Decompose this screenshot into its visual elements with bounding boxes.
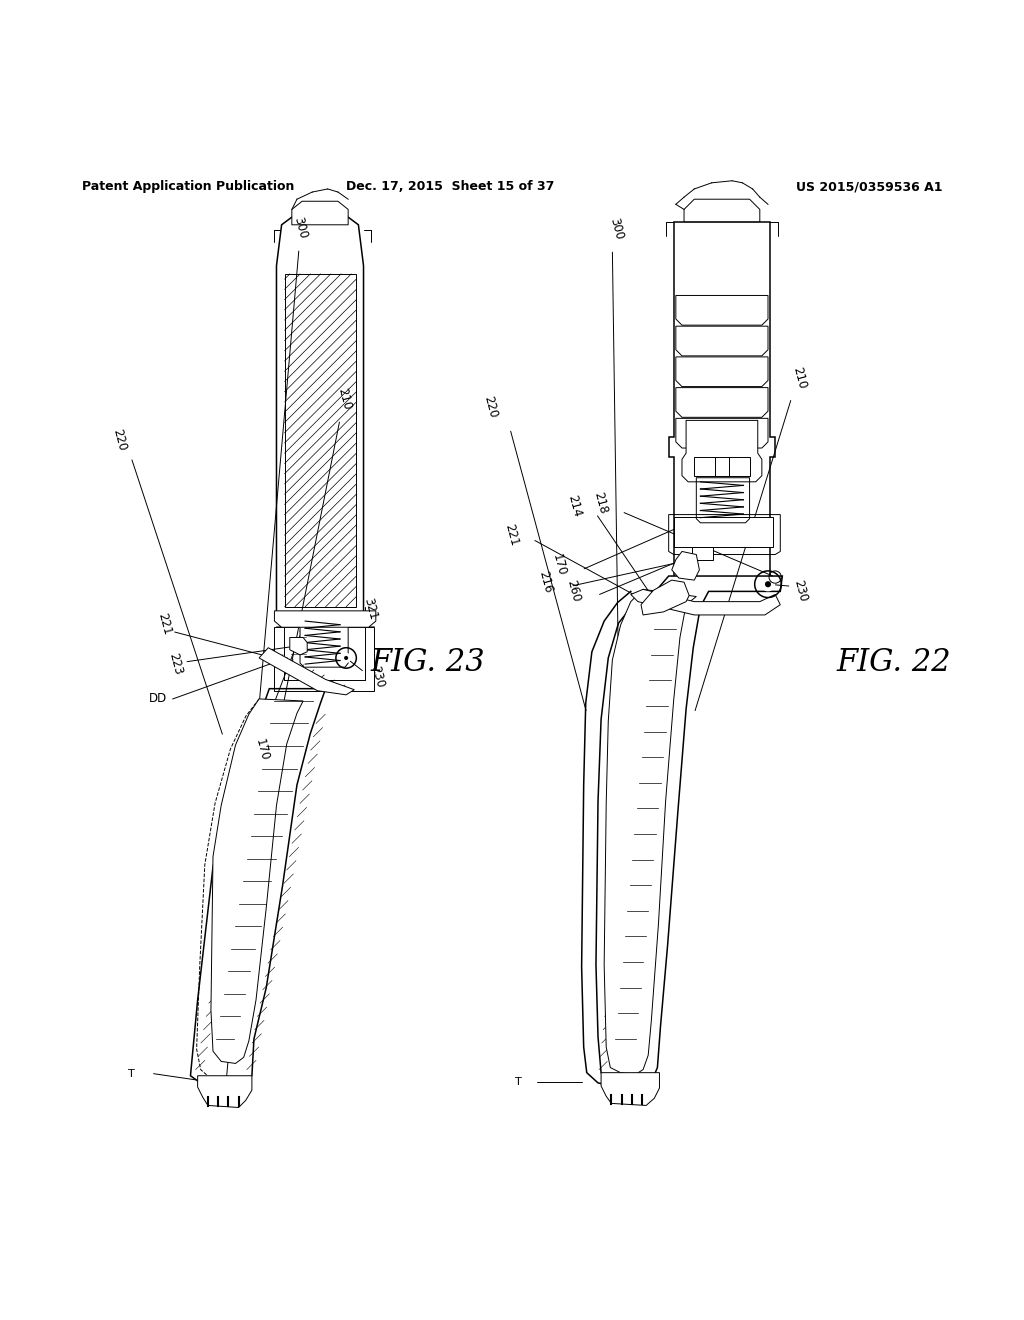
Text: FIG. 22: FIG. 22 bbox=[837, 647, 951, 677]
Text: 210: 210 bbox=[791, 366, 809, 391]
Circle shape bbox=[761, 577, 775, 591]
Polygon shape bbox=[694, 457, 750, 475]
Polygon shape bbox=[259, 648, 354, 694]
Text: FIG. 23: FIG. 23 bbox=[371, 647, 485, 677]
Polygon shape bbox=[198, 1076, 252, 1107]
Polygon shape bbox=[676, 356, 768, 387]
Polygon shape bbox=[604, 589, 696, 1074]
Circle shape bbox=[341, 653, 351, 663]
Polygon shape bbox=[682, 420, 762, 482]
Text: 210: 210 bbox=[335, 387, 353, 412]
Polygon shape bbox=[672, 552, 699, 579]
Text: 221: 221 bbox=[502, 523, 520, 548]
Polygon shape bbox=[676, 326, 768, 356]
Polygon shape bbox=[669, 222, 775, 579]
Polygon shape bbox=[676, 388, 768, 417]
Text: 300: 300 bbox=[291, 215, 309, 240]
Polygon shape bbox=[601, 1073, 659, 1105]
Text: 220: 220 bbox=[481, 395, 500, 420]
Text: Patent Application Publication: Patent Application Publication bbox=[82, 181, 294, 194]
Text: 260: 260 bbox=[564, 579, 583, 603]
Text: 223: 223 bbox=[166, 652, 184, 677]
Polygon shape bbox=[290, 638, 307, 655]
Polygon shape bbox=[292, 201, 348, 224]
Polygon shape bbox=[641, 579, 689, 615]
Text: 170: 170 bbox=[550, 552, 568, 577]
Polygon shape bbox=[274, 611, 376, 627]
Text: 216: 216 bbox=[537, 570, 555, 595]
Polygon shape bbox=[211, 698, 303, 1064]
Polygon shape bbox=[676, 418, 768, 447]
Text: 321: 321 bbox=[361, 597, 380, 622]
Circle shape bbox=[765, 581, 771, 587]
Polygon shape bbox=[596, 576, 782, 1086]
Text: 221: 221 bbox=[156, 611, 174, 636]
Text: DD: DD bbox=[148, 693, 167, 705]
Polygon shape bbox=[276, 210, 364, 619]
Text: 230: 230 bbox=[792, 578, 810, 603]
Circle shape bbox=[344, 656, 348, 660]
Text: 218: 218 bbox=[591, 491, 609, 516]
Polygon shape bbox=[190, 689, 326, 1082]
Text: 220: 220 bbox=[111, 428, 129, 453]
Text: 300: 300 bbox=[607, 216, 626, 242]
Polygon shape bbox=[300, 616, 348, 667]
Polygon shape bbox=[684, 199, 760, 222]
Polygon shape bbox=[692, 548, 713, 560]
Polygon shape bbox=[631, 589, 780, 615]
Polygon shape bbox=[676, 296, 768, 325]
Text: T: T bbox=[515, 1077, 521, 1086]
Text: Dec. 17, 2015  Sheet 15 of 37: Dec. 17, 2015 Sheet 15 of 37 bbox=[346, 181, 555, 194]
Text: US 2015/0359536 A1: US 2015/0359536 A1 bbox=[796, 181, 942, 194]
Polygon shape bbox=[674, 516, 773, 548]
Text: 214: 214 bbox=[565, 494, 584, 519]
Text: 230: 230 bbox=[369, 664, 387, 689]
Text: 170: 170 bbox=[253, 738, 271, 763]
Text: T: T bbox=[128, 1069, 134, 1078]
